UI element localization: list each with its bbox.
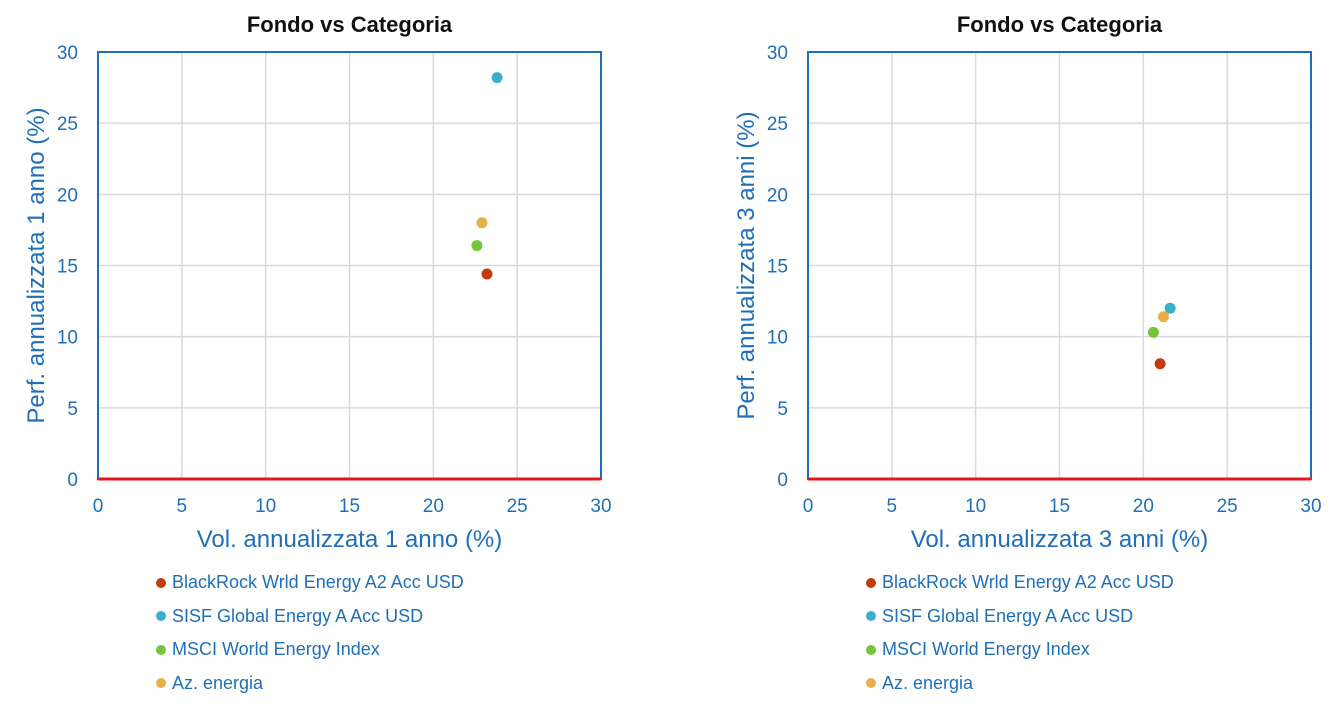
scatter-chart-1-year: 0 5 10 15 20 25 30 0 5 10 15 20 25 30 Fondo vs Categ… (0, 0, 670, 708)
legend-marker-icon (156, 644, 166, 655)
y-axis-label: Perf. annualizzata 1 anno (%) (23, 107, 50, 423)
x-axis-label: Vol. annualizzata 3 anni (%) (911, 526, 1209, 553)
chart-svg-3-years: 0 5 10 15 20 25 30 0 5 10 15 20 25 30 Fondo vs Categ… (733, 12, 1322, 553)
x-tick-labels: 0 5 10 15 20 25 30 (93, 496, 612, 517)
y-tick-label: 10 (767, 328, 788, 349)
legend-marker-icon (156, 611, 166, 622)
y-tick-label: 10 (57, 328, 78, 349)
x-tick-labels: 0 5 10 15 20 25 30 (803, 496, 1322, 517)
legend-marker-icon (156, 577, 166, 588)
grid-lines (807, 51, 1312, 480)
legend-marker-icon (866, 644, 876, 655)
chart-title: Fondo vs Categoria (957, 12, 1163, 37)
x-tick-label: 10 (255, 496, 276, 517)
data-point (476, 217, 488, 229)
x-axis-label: Vol. annualizzata 1 anno (%) (197, 526, 503, 553)
legend-label: SISF Global Energy A Acc USD (882, 605, 1134, 626)
data-point (481, 268, 493, 280)
legend-marker-icon (866, 678, 876, 689)
legend-marker-icon (866, 611, 876, 622)
y-tick-label: 0 (777, 470, 788, 491)
y-tick-labels: 0 5 10 15 20 25 30 (767, 43, 788, 491)
x-tick-label: 0 (803, 496, 814, 517)
grid-lines (97, 51, 602, 480)
data-points (1147, 302, 1176, 370)
legend-marker-icon (866, 577, 876, 588)
legend-label: Az. energia (172, 672, 264, 693)
x-tick-label: 20 (423, 496, 444, 517)
legend-label: MSCI World Energy Index (882, 639, 1090, 660)
y-axis-label: Perf. annualizzata 3 anni (%) (733, 111, 760, 419)
x-tick-label: 15 (339, 496, 360, 517)
y-tick-label: 0 (67, 470, 78, 491)
chart-title: Fondo vs Categoria (247, 12, 453, 37)
x-tick-label: 5 (887, 496, 898, 517)
plot-frame (807, 51, 1312, 481)
legend-item: SISF Global Energy A Acc USD (866, 600, 1174, 634)
y-tick-label: 5 (67, 399, 78, 420)
y-tick-label: 20 (767, 185, 788, 206)
legend-item: Az. energia (156, 667, 464, 701)
legend-label: MSCI World Energy Index (172, 639, 380, 660)
legend-label: BlackRock Wrld Energy A2 Acc USD (882, 572, 1174, 593)
y-tick-label: 15 (767, 257, 788, 278)
legend: BlackRock Wrld Energy A2 Acc USD SISF Gl… (866, 566, 1174, 700)
y-tick-label: 25 (57, 114, 78, 135)
x-tick-label: 30 (590, 496, 611, 517)
legend-item: MSCI World Energy Index (866, 633, 1174, 667)
x-tick-label: 25 (1217, 496, 1238, 517)
legend-marker-icon (156, 678, 166, 689)
data-point (491, 72, 503, 84)
plot-frame (97, 51, 602, 481)
y-tick-label: 30 (767, 43, 788, 64)
y-tick-label: 20 (57, 185, 78, 206)
data-point (1154, 358, 1166, 370)
data-point (471, 240, 483, 252)
x-tick-label: 20 (1133, 496, 1154, 517)
legend-item: Az. energia (866, 667, 1174, 701)
legend-item: BlackRock Wrld Energy A2 Acc USD (866, 566, 1174, 600)
data-point (1147, 326, 1159, 338)
x-tick-label: 5 (177, 496, 188, 517)
chart-svg-1-year: 0 5 10 15 20 25 30 0 5 10 15 20 25 30 Fondo vs Categ… (23, 12, 612, 553)
y-tick-labels: 0 5 10 15 20 25 30 (57, 43, 78, 491)
data-point (1164, 302, 1176, 314)
legend-item: MSCI World Energy Index (156, 633, 464, 667)
x-tick-label: 15 (1049, 496, 1070, 517)
x-tick-label: 0 (93, 496, 104, 517)
legend-label: SISF Global Energy A Acc USD (172, 605, 424, 626)
scatter-chart-3-years: 0 5 10 15 20 25 30 0 5 10 15 20 25 30 Fondo vs Categ… (710, 0, 1341, 708)
x-tick-label: 25 (507, 496, 528, 517)
x-tick-label: 10 (965, 496, 986, 517)
legend: BlackRock Wrld Energy A2 Acc USD SISF Gl… (156, 566, 464, 700)
y-tick-label: 25 (767, 114, 788, 135)
legend-item: BlackRock Wrld Energy A2 Acc USD (156, 566, 464, 600)
y-tick-label: 15 (57, 257, 78, 278)
x-tick-label: 30 (1300, 496, 1321, 517)
data-points (471, 72, 503, 280)
legend-label: BlackRock Wrld Energy A2 Acc USD (172, 572, 464, 593)
data-point (1157, 311, 1169, 323)
y-tick-label: 5 (777, 399, 788, 420)
legend-label: Az. energia (882, 672, 974, 693)
y-tick-label: 30 (57, 43, 78, 64)
legend-item: SISF Global Energy A Acc USD (156, 600, 464, 634)
